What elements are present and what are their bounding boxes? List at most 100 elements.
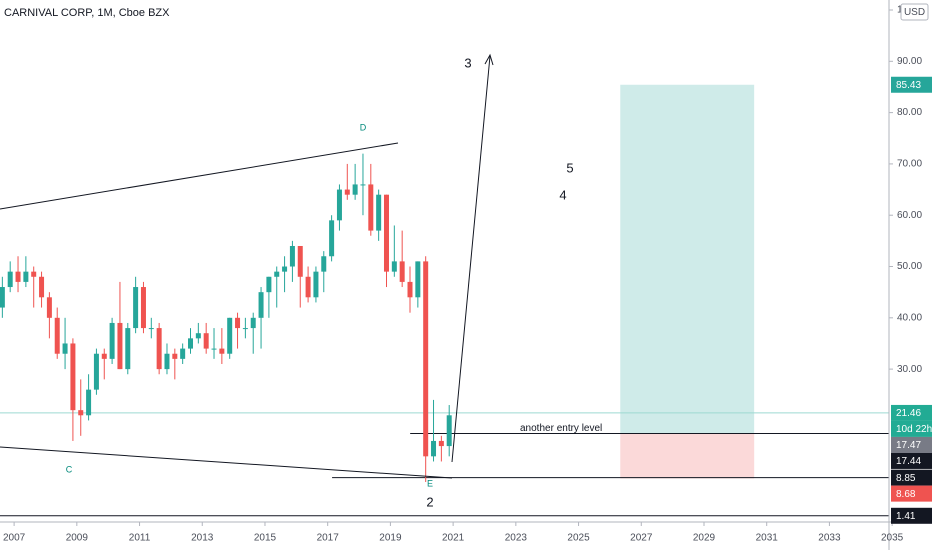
y-tick-label: 90.00 [897, 56, 922, 67]
candle-body [117, 322, 123, 370]
candle-body [39, 276, 45, 298]
x-tick-label: 2023 [505, 533, 528, 544]
candle-body [172, 353, 178, 359]
trend-line [0, 142, 399, 210]
price-label: 17.44 [896, 456, 921, 467]
candle-body [250, 317, 256, 329]
y-tick-label: 30.00 [897, 364, 922, 375]
x-tick-label: 2021 [442, 533, 465, 544]
candle-body [15, 271, 21, 282]
arrow-head [484, 53, 494, 66]
candle-body [109, 322, 115, 359]
candle-body [423, 261, 429, 457]
candle-body [23, 271, 29, 282]
x-tick-label: 2017 [317, 533, 340, 544]
candle-body [407, 281, 413, 298]
candle-body [46, 297, 52, 318]
x-tick-label: 2013 [191, 533, 214, 544]
candle-body [266, 276, 272, 293]
y-tick-label: 40.00 [897, 312, 922, 323]
x-tick-label: 2027 [630, 533, 653, 544]
x-tick-label: 2031 [756, 533, 779, 544]
level-label: another entry level [520, 423, 602, 434]
candle-body [54, 317, 60, 354]
y-tick-label: 70.00 [897, 159, 922, 170]
candle-body [360, 184, 366, 186]
x-tick-label: 2019 [379, 533, 402, 544]
price-label: 85.43 [896, 80, 921, 91]
candle-body [352, 184, 358, 195]
x-tick-label: 2011 [129, 533, 151, 544]
candle-body [148, 328, 154, 330]
candle-body [313, 271, 319, 298]
x-tick-label: 2025 [567, 533, 590, 544]
candle-body [305, 276, 311, 298]
candle-body [383, 194, 389, 272]
candle-body [133, 287, 139, 329]
candle-body [70, 343, 76, 411]
annotation: 2 [426, 494, 433, 509]
candle-body [297, 245, 303, 277]
candle-body [321, 256, 327, 272]
x-tick-label: 2009 [66, 533, 89, 544]
candle-body [188, 338, 193, 349]
candle-body [282, 266, 288, 272]
chart-title: CARNIVAL CORP, 1M, Cboe BZX [4, 7, 170, 19]
trend-line [0, 446, 453, 479]
price-label: 17.47 [896, 440, 921, 451]
annotation: C [66, 464, 73, 474]
candle-body [391, 261, 397, 272]
candle-body [211, 348, 217, 350]
candle-body [93, 353, 99, 390]
candle-body [156, 328, 162, 370]
candle-body [368, 184, 374, 231]
price-label-box [891, 404, 932, 421]
annotation: 3 [464, 55, 471, 70]
y-tick-label: 60.00 [897, 210, 922, 221]
price-label-box [891, 469, 932, 486]
x-tick-label: 2035 [881, 533, 904, 544]
candle-body [164, 353, 170, 370]
currency-box[interactable] [900, 3, 929, 21]
candle-body [446, 415, 452, 447]
stop-zone [620, 433, 755, 479]
annotation: D [360, 122, 367, 132]
candle-body [195, 333, 201, 339]
x-tick-label: 2029 [693, 533, 716, 544]
candle-body [7, 271, 13, 288]
price-label-box [891, 436, 932, 453]
candle-body [125, 328, 131, 370]
candle-body [336, 189, 342, 221]
price-label: 8.68 [896, 489, 916, 500]
price-label-box [891, 485, 932, 502]
price-label-box [891, 452, 932, 469]
price-label: 8.85 [896, 473, 916, 484]
y-tick-label: 80.00 [897, 107, 922, 118]
price-label: 21.46 [896, 408, 921, 419]
price-label: 10d 22h [896, 424, 932, 435]
x-tick-label: 2033 [818, 533, 841, 544]
candle-body [219, 348, 225, 354]
annotation: 4 [559, 187, 566, 202]
x-tick-label: 2015 [254, 533, 277, 544]
candle-body [289, 245, 295, 267]
candle-body [235, 317, 241, 329]
candle-body [329, 220, 335, 257]
annotation: E [427, 478, 433, 488]
candle-body [431, 440, 437, 457]
candle-body [227, 317, 233, 354]
candle-body [242, 328, 248, 330]
arrow-line [451, 55, 491, 463]
candle-body [140, 287, 146, 329]
candle-body [399, 261, 405, 282]
target-zone [620, 84, 755, 434]
y-tick-label: 50.00 [897, 261, 922, 272]
candle-body [344, 189, 350, 195]
candle-body [274, 271, 280, 277]
x-tick-label: 2007 [3, 533, 26, 544]
candle-body [258, 292, 264, 318]
candle-body [180, 348, 186, 359]
price-label: 1.41 [896, 511, 916, 522]
